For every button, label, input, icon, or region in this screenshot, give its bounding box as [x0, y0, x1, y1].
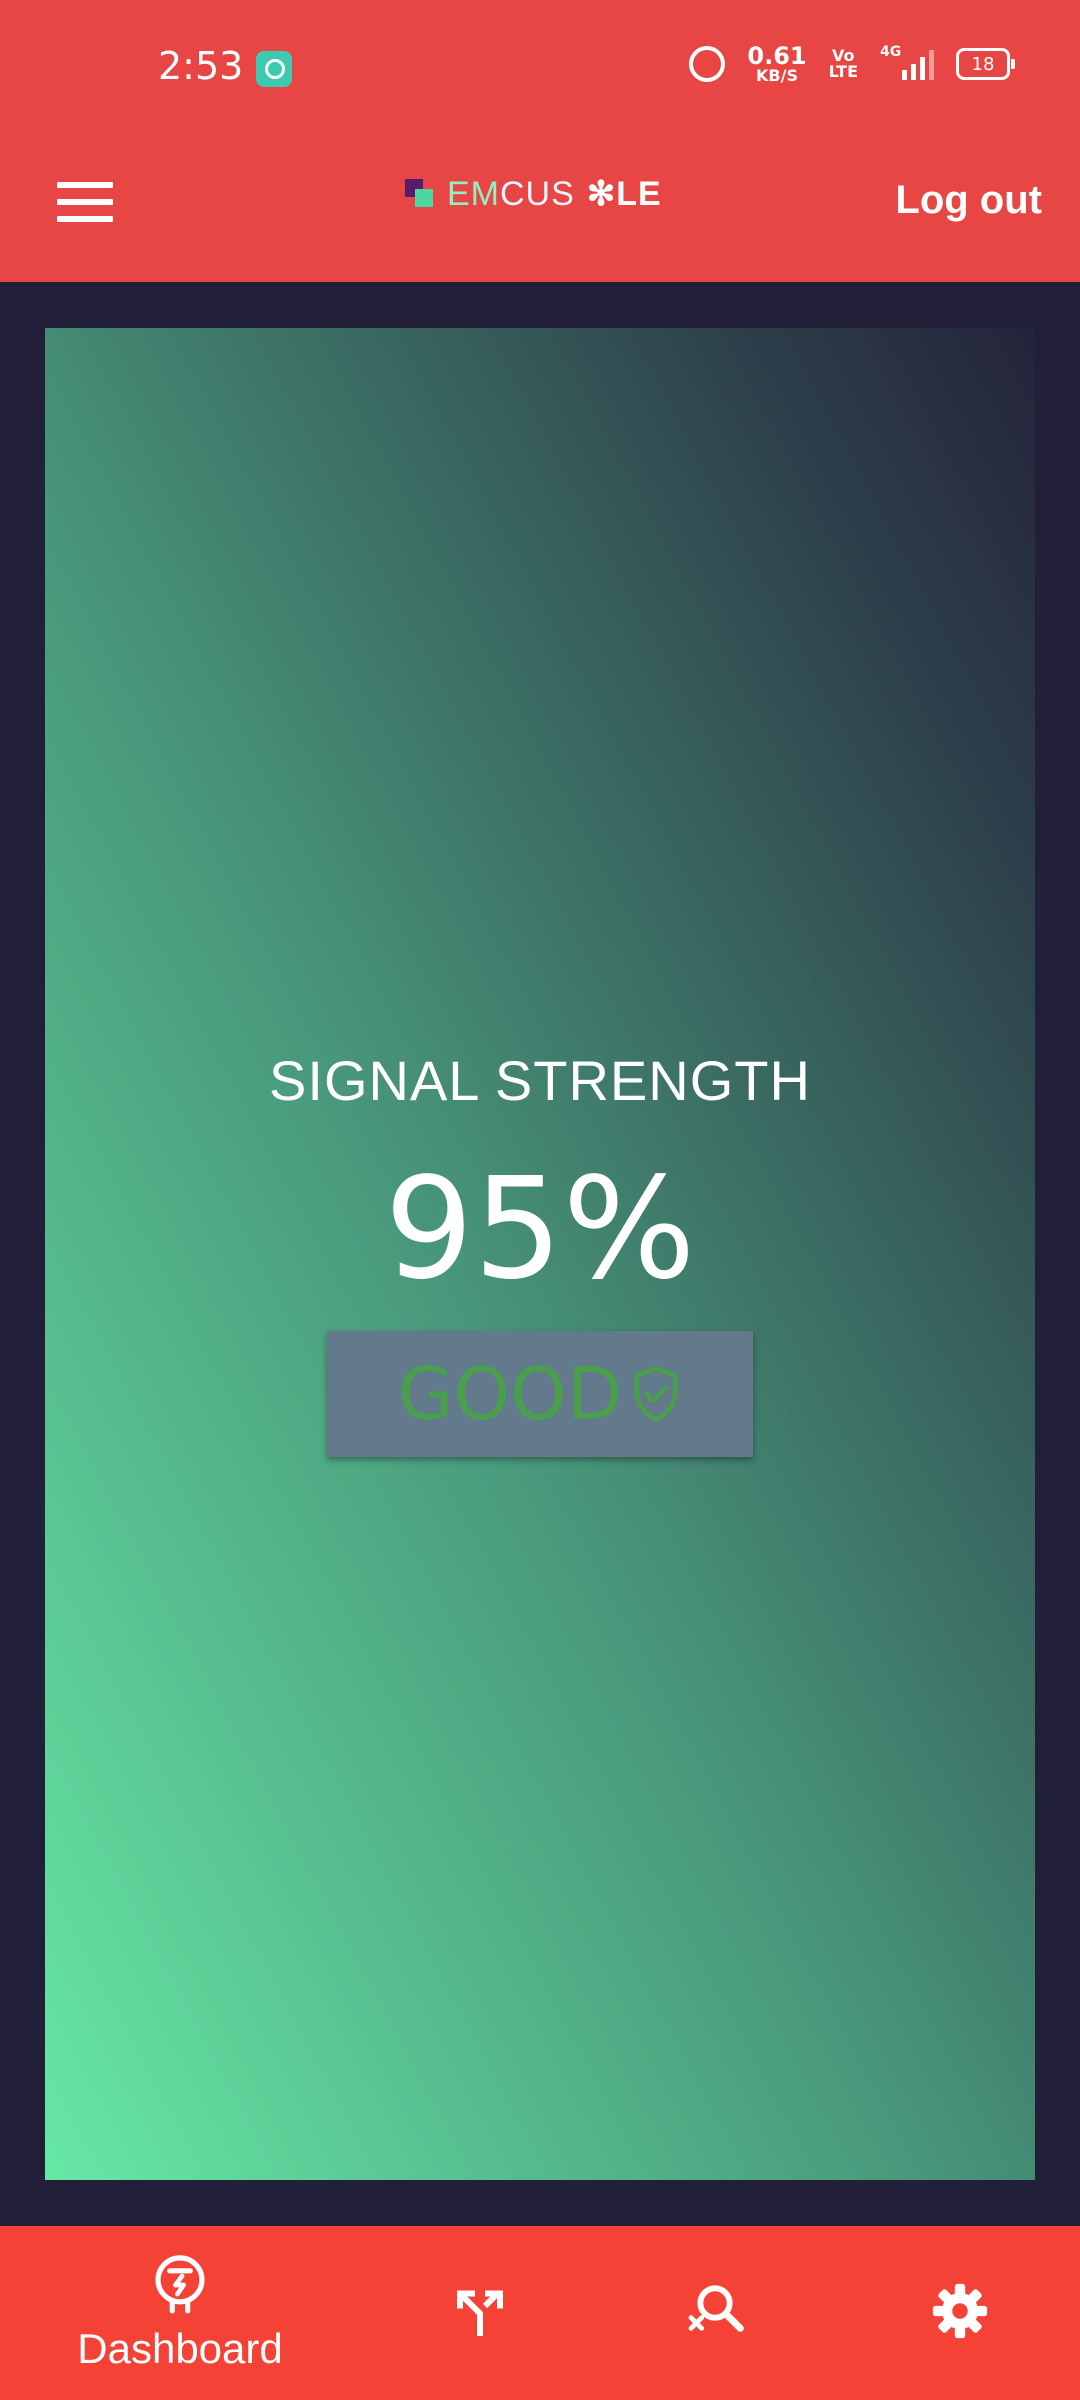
signal-card: SIGNAL STRENGTH 95% GOOD: [45, 328, 1035, 2180]
shield-check-icon: [630, 1364, 682, 1424]
network-speed-value: 0.61: [747, 42, 807, 70]
volte-bottom: LTE: [828, 62, 858, 81]
logo-text-cus: CUS: [500, 174, 575, 213]
signal-bar: [902, 70, 907, 80]
hamburger-menu-icon[interactable]: [57, 182, 113, 222]
logo-text-em: EM: [447, 174, 500, 213]
status-icons: 0.61 KB/S Vo LTE 4G 18: [689, 44, 1015, 84]
signal-strength-value: 95%: [384, 1148, 696, 1311]
cell-signal-icon: 4G: [880, 44, 934, 80]
dashboard-icon: [149, 2254, 211, 2321]
screen-recorder-icon: [256, 51, 292, 87]
status-time: 2:53: [158, 44, 244, 88]
battery-icon: 18: [956, 48, 1015, 80]
nav-dashboard-label: Dashboard: [77, 2324, 283, 2372]
signal-bar: [920, 57, 925, 80]
app-logo: EM CUS ✻LE: [405, 174, 662, 214]
alarm-icon: [689, 46, 726, 82]
signal-quality-label: GOOD: [397, 1352, 623, 1436]
logout-button[interactable]: Log out: [895, 178, 1042, 222]
nav-settings[interactable]: [910, 2226, 1010, 2400]
call-split-icon: [450, 2281, 510, 2346]
signal-bar: [929, 50, 934, 80]
network-type: 4G: [880, 44, 902, 60]
signal-bar: [911, 64, 916, 80]
nav-dashboard[interactable]: Dashboard: [60, 2226, 300, 2400]
search-off-icon: [683, 2279, 747, 2348]
signal-strength-title: SIGNAL STRENGTH: [269, 1049, 811, 1112]
volte-top: Vo: [832, 46, 855, 65]
status-bar: 2:53 0.61 KB/S Vo LTE 4G 18: [0, 0, 1080, 140]
logo-text-ble: ✻LE: [586, 175, 662, 213]
network-speed-unit: KB/S: [756, 66, 798, 85]
bottom-navigation: Dashboard: [0, 2226, 1080, 2400]
battery-level: 18: [971, 53, 995, 75]
network-speed: 0.61 KB/S: [747, 44, 806, 84]
volte-indicator: Vo LTE: [829, 48, 858, 80]
nav-scan[interactable]: [665, 2226, 765, 2400]
logo-mark-icon: [405, 179, 435, 209]
app-bar: EM CUS ✻LE Log out: [0, 140, 1080, 282]
settings-gear-icon: [929, 2280, 991, 2347]
nav-routes[interactable]: [430, 2226, 530, 2400]
signal-quality-badge: GOOD: [327, 1331, 753, 1457]
